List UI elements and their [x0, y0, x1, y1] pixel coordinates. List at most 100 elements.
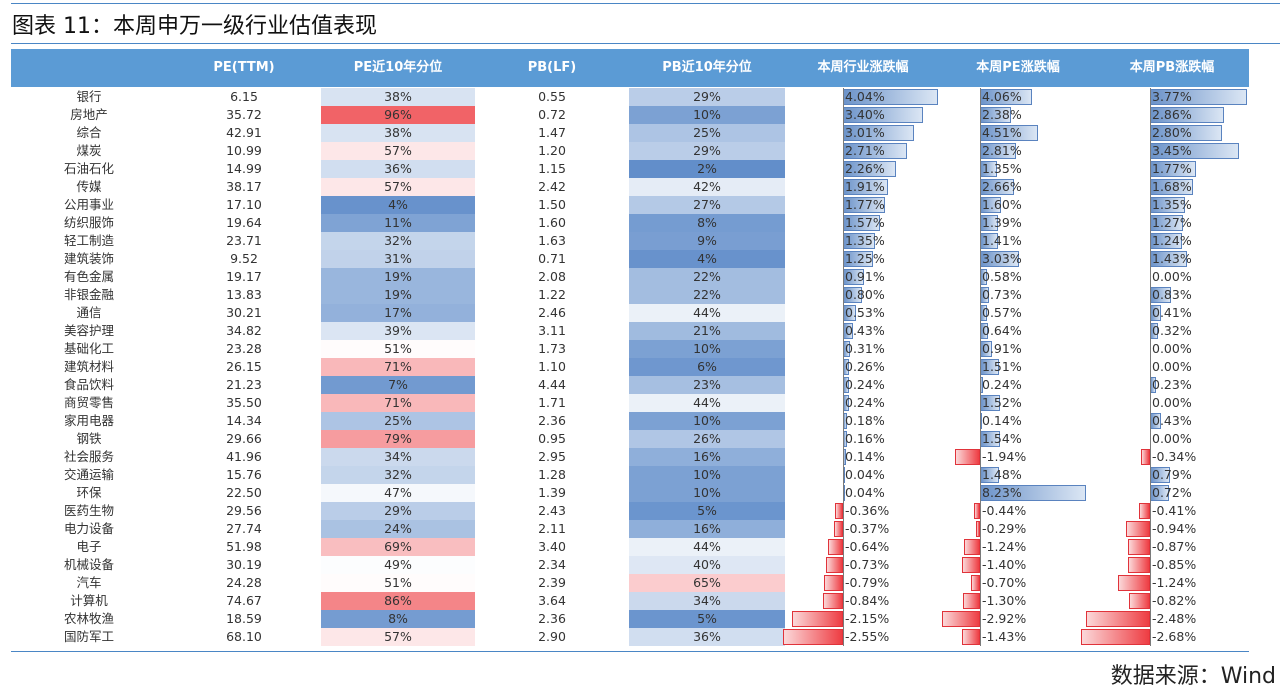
pe-percentile-heat: [321, 430, 475, 448]
pb-percentile-heat: [629, 592, 785, 610]
pe-percentile: 49%: [384, 557, 412, 572]
pb-value: 3.11: [538, 323, 566, 338]
pb-percentile: 26%: [693, 431, 721, 446]
pb-change-value: -0.85%: [1152, 557, 1197, 572]
pb-percentile-heat: [629, 340, 785, 358]
table-row: 轻工制造 23.71 32% 1.63 9% 1.35% 1.41% 1.24%: [11, 232, 1249, 250]
pe-percentile-heat: [321, 412, 475, 430]
pe-percentile-heat: [321, 574, 475, 592]
header-industry-change: 本周行业涨跌幅: [817, 60, 909, 75]
industry-name: 石油石化: [63, 161, 114, 176]
pe-change-value: 1.41%: [982, 233, 1022, 248]
pb-value: 2.90: [538, 629, 566, 644]
industry-change-value: 1.35%: [845, 233, 885, 248]
pb-change-bar: [1086, 611, 1150, 627]
pe-change-bar: [964, 539, 980, 555]
table-row: 电力设备 27.74 24% 2.11 16% -0.37% -0.29% -0.94%: [11, 520, 1249, 538]
pe-percentile-heat: [321, 286, 475, 304]
pe-value: 10.99: [226, 143, 262, 158]
pb-percentile: 27%: [693, 197, 721, 212]
pb-change-value: 3.77%: [1152, 89, 1192, 104]
industry-name: 汽车: [76, 575, 102, 590]
pb-value: 1.60: [538, 215, 566, 230]
pe-value: 41.96: [226, 449, 262, 464]
industry-name: 银行: [76, 89, 102, 104]
pe-percentile: 51%: [384, 575, 412, 590]
header-pe-change: 本周PE涨跌幅: [976, 60, 1060, 75]
industry-change-value: -2.15%: [845, 611, 890, 626]
pe-percentile: 57%: [384, 143, 412, 158]
pe-percentile: 69%: [384, 539, 412, 554]
table-row: 环保 22.50 47% 1.39 10% 0.04% 8.23% 0.72%: [11, 484, 1249, 502]
pb-percentile: 5%: [697, 611, 717, 626]
pb-percentile-heat: [629, 520, 785, 538]
pb-percentile-heat: [629, 502, 785, 520]
pb-change-bar: [1118, 575, 1150, 591]
pe-change-bar: [954, 449, 980, 465]
industry-change-value: 2.26%: [845, 161, 885, 176]
pb-percentile-heat: [629, 484, 785, 502]
industry-name: 交通运输: [63, 467, 114, 482]
pe-change-value: 2.81%: [982, 143, 1022, 158]
pe-value: 22.50: [226, 485, 262, 500]
pe-value: 38.17: [226, 179, 262, 194]
pe-percentile: 57%: [384, 629, 412, 644]
industry-name: 房地产: [70, 107, 108, 122]
pe-percentile-heat: [321, 304, 475, 322]
table-row: 电子 51.98 69% 3.40 44% -0.64% -1.24% -0.87%: [11, 538, 1249, 556]
pb-percentile-heat: [629, 268, 785, 286]
industry-change-value: 0.04%: [845, 467, 885, 482]
pb-change-value: -0.82%: [1152, 593, 1197, 608]
pe-change-value: 0.91%: [982, 341, 1022, 356]
pb-value: 1.50: [538, 197, 566, 212]
bottom-rule: [11, 651, 1249, 652]
industry-name: 国防军工: [63, 629, 114, 644]
industry-change-value: -0.73%: [845, 557, 890, 572]
pb-percentile-heat: [629, 286, 785, 304]
pe-change-value: 1.54%: [982, 431, 1022, 446]
pb-change-value: 2.80%: [1152, 125, 1192, 140]
table-row: 农林牧渔 18.59 8% 2.36 5% -2.15% -2.92% -2.48%: [11, 610, 1249, 628]
pb-percentile-heat: [629, 628, 785, 646]
pb-percentile: 34%: [693, 593, 721, 608]
pe-change-axis: [980, 88, 981, 646]
pb-change-bar: [1127, 539, 1150, 555]
pe-value: 35.72: [226, 107, 262, 122]
pb-value: 2.39: [538, 575, 566, 590]
table-row: 建筑装饰 9.52 31% 0.71 4% 1.25% 3.03% 1.43%: [11, 250, 1249, 268]
pe-value: 9.52: [230, 251, 258, 266]
table-header: PE(TTM) PE近10年分位 PB(LF) PB近10年分位 本周行业涨跌幅…: [11, 49, 1249, 87]
table-row: 传媒 38.17 57% 2.42 42% 1.91% 2.66% 1.68%: [11, 178, 1249, 196]
pb-percentile-heat: [629, 610, 785, 628]
pe-change-value: -0.29%: [982, 521, 1027, 536]
pe-change-value: 1.60%: [982, 197, 1022, 212]
pb-percentile-heat: [629, 538, 785, 556]
pb-change-value: 0.00%: [1152, 431, 1192, 446]
pb-percentile: 44%: [693, 395, 721, 410]
pe-change-value: 0.58%: [982, 269, 1022, 284]
pb-value: 2.11: [538, 521, 566, 536]
pe-percentile-heat: [321, 88, 475, 106]
pb-value: 0.55: [538, 89, 566, 104]
industry-name: 电子: [76, 539, 102, 554]
industry-name: 农林牧渔: [63, 611, 114, 626]
pe-value: 23.71: [226, 233, 262, 248]
industry-change-bar: [834, 521, 843, 537]
pb-change-axis: [1150, 88, 1151, 646]
pb-percentile: 10%: [693, 107, 721, 122]
table-row: 纺织服饰 19.64 11% 1.60 8% 1.57% 1.39% 1.27%: [11, 214, 1249, 232]
pe-percentile: 32%: [384, 233, 412, 248]
industry-change-bar: [824, 575, 843, 591]
pb-change-bar: [1141, 449, 1150, 465]
pe-value: 29.56: [226, 503, 262, 518]
pb-percentile: 29%: [693, 89, 721, 104]
pb-change-bar: [1080, 629, 1150, 645]
pb-value: 2.46: [538, 305, 566, 320]
header-industry: [11, 49, 167, 87]
industry-name: 电力设备: [63, 521, 114, 536]
pe-percentile: 86%: [384, 593, 412, 608]
pe-percentile-heat: [321, 502, 475, 520]
pe-change-value: -1.24%: [982, 539, 1027, 554]
table-row: 基础化工 23.28 51% 1.73 10% 0.31% 0.91% 0.00%: [11, 340, 1249, 358]
table-row: 建筑材料 26.15 71% 1.10 6% 0.26% 1.51% 0.00%: [11, 358, 1249, 376]
